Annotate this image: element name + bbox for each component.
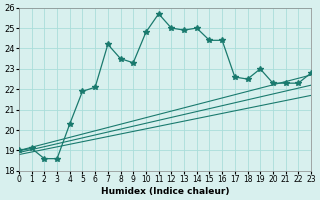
X-axis label: Humidex (Indice chaleur): Humidex (Indice chaleur)	[101, 187, 229, 196]
